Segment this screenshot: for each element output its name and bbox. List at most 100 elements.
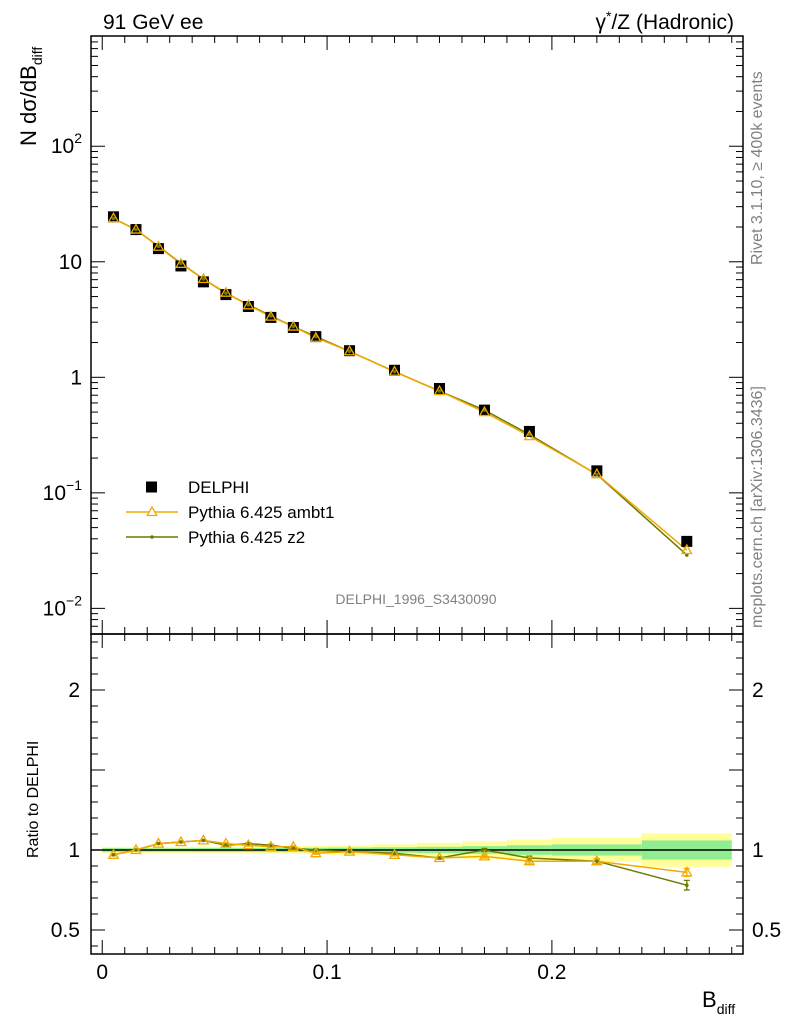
data-point-ambt1	[197, 272, 210, 284]
data-point-z2	[201, 277, 206, 281]
ratio-series-layer	[107, 834, 693, 891]
ratio-point-z2	[437, 856, 442, 860]
legend-label: DELPHI	[188, 478, 249, 497]
ratio-point-ambt1	[433, 851, 446, 863]
x-tick-label: 0.1	[312, 961, 341, 984]
ratio-uncertainty-bands	[91, 833, 743, 867]
data-point-ambt1	[680, 543, 693, 555]
series-line-ambt1	[113, 217, 688, 551]
x-tick-label: 0	[96, 961, 108, 984]
legend-marker-z2	[150, 535, 154, 539]
legend-label: Pythia 6.425 ambt1	[188, 503, 334, 522]
mcplots-label: mcplots.cern.ch [arXiv:1306.3436]	[749, 386, 766, 628]
ratio-point-ambt1	[523, 854, 536, 866]
header-left-label: 91 GeV ee	[103, 11, 203, 34]
ratio-point-z2	[291, 846, 296, 851]
rivet-version-label: Rivet 3.1.10, ≥ 400k events	[749, 71, 766, 265]
data-point-ambt1	[175, 257, 187, 268]
data-point-z2	[224, 291, 228, 295]
ratio-point-ambt1	[107, 848, 120, 859]
data-point-delphi	[433, 383, 445, 395]
data-point-ambt1	[242, 298, 255, 310]
ratio-point-ambt1	[197, 834, 210, 845]
y-tick-label-main: 1	[70, 366, 82, 389]
main-series-layer	[107, 211, 693, 557]
data-point-ambt1	[107, 211, 120, 223]
ratio-point-z2	[111, 853, 116, 857]
main-y-axis-label: N dσ/dBdiff	[16, 47, 45, 146]
ratio-point-z2	[347, 849, 352, 854]
data-point-z2	[246, 302, 251, 307]
x-axis-label: Bdiff	[702, 987, 735, 1017]
ratio-point-ambt1	[591, 854, 603, 866]
data-point-ambt1	[343, 344, 356, 356]
ratio-point-ambt1	[287, 840, 300, 851]
ratio-y-axis-label: Ratio to DELPHI	[25, 741, 42, 858]
y-tick-label-ratio-right: 1	[752, 839, 764, 862]
ratio-point-z2	[482, 848, 487, 852]
data-point-delphi	[242, 301, 254, 313]
axis-ticks	[91, 35, 743, 954]
y-tick-label-main: 10−1	[43, 477, 83, 505]
data-point-delphi	[152, 243, 164, 255]
legend-label: Pythia 6.425 z2	[188, 528, 305, 547]
data-point-z2	[347, 349, 352, 354]
ratio-point-ambt1	[478, 850, 491, 861]
y-tick-label-ratio-right: 2	[752, 679, 764, 702]
data-point-delphi	[591, 465, 603, 477]
y-tick-label-ratio-left: 1	[68, 839, 80, 862]
ratio-point-ambt1	[175, 835, 187, 847]
ratio-point-z2	[224, 843, 228, 847]
ratio-point-z2	[595, 859, 599, 863]
y-tick-label-ratio-left: 0.5	[51, 919, 80, 942]
data-point-z2	[595, 472, 599, 477]
analysis-watermark: DELPHI_1996_S3430090	[335, 591, 496, 607]
ratio-point-ambt1	[152, 837, 165, 848]
data-point-ambt1	[309, 331, 322, 342]
data-point-ambt1	[523, 429, 536, 441]
x-tick-label: 0.2	[537, 961, 566, 984]
y-tick-label-main: 10	[59, 251, 82, 274]
ratio-point-z2	[201, 838, 206, 843]
y-tick-label-ratio-left: 2	[68, 679, 80, 702]
legend-marker-delphi	[146, 481, 157, 493]
data-point-ambt1	[591, 467, 603, 479]
data-point-ambt1	[388, 365, 401, 376]
ratio-point-ambt1	[388, 848, 401, 859]
ratio-point-z2	[134, 848, 138, 852]
data-point-z2	[134, 227, 138, 232]
ratio-point-ambt1	[309, 846, 322, 858]
data-point-ambt1	[152, 240, 165, 251]
data-point-z2	[314, 334, 318, 339]
data-point-z2	[392, 369, 397, 374]
y-tick-label-main: 102	[51, 130, 82, 158]
ratio-point-z2	[156, 841, 161, 846]
legend: DELPHI Pythia 6.425 ambt1 Pythia 6.425 z2	[126, 478, 334, 547]
data-point-ambt1	[433, 384, 446, 396]
legend-marker-ambt1	[146, 505, 158, 517]
ratio-point-ambt1	[265, 840, 277, 851]
ratio-point-ambt1	[242, 838, 255, 850]
data-point-z2	[269, 314, 273, 318]
data-point-ambt1	[478, 405, 491, 417]
ratio-panel-frame	[90, 633, 744, 955]
data-point-ambt1	[265, 310, 277, 321]
data-point-z2	[111, 216, 116, 221]
data-point-z2	[179, 261, 183, 266]
data-point-z2	[437, 389, 442, 393]
y-tick-label-main: 10−2	[43, 592, 83, 620]
ratio-point-ambt1	[130, 843, 142, 855]
data-point-z2	[156, 244, 161, 249]
data-point-ambt1	[287, 320, 300, 331]
ratio-point-ambt1	[343, 845, 356, 856]
ratio-point-z2	[179, 840, 183, 844]
ratio-point-ambt1	[680, 866, 693, 877]
data-point-ambt1	[220, 286, 232, 297]
data-point-ambt1	[130, 223, 142, 234]
y-tick-label-ratio-right: 0.5	[752, 919, 781, 942]
data-point-delphi	[175, 260, 187, 272]
ratio-point-ambt1	[220, 837, 232, 848]
tick-labels: 102 10 1 10−1 10−2 2 2 1 1 0.5 0.5 0 0.1 0.2	[43, 130, 782, 984]
data-point-delphi	[681, 535, 693, 547]
